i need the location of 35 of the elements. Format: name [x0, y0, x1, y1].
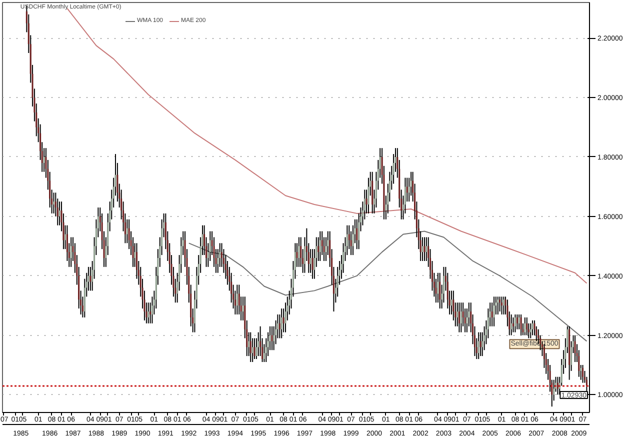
candlestick — [582, 364, 584, 384]
candlestick — [480, 332, 482, 357]
candlestick — [148, 302, 150, 324]
candlestick — [510, 314, 512, 336]
candlestick — [499, 296, 501, 312]
candlestick — [236, 284, 238, 315]
candlestick — [516, 314, 518, 330]
candlestick — [532, 320, 534, 336]
candlestick — [298, 236, 300, 268]
candlestick — [52, 192, 55, 214]
candlestick — [250, 332, 252, 362]
candlestick — [530, 322, 532, 339]
candlestick — [280, 308, 282, 339]
candlestick — [70, 236, 72, 268]
candlestick — [493, 296, 495, 327]
candlestick — [502, 296, 504, 315]
candlestick — [458, 302, 460, 333]
candlestick — [460, 302, 462, 333]
candlestick — [501, 296, 503, 315]
candlestick — [271, 326, 273, 351]
candlestick — [372, 171, 374, 214]
candlestick — [497, 296, 499, 315]
candlestick — [524, 316, 526, 336]
candlestick — [254, 338, 256, 360]
candlestick — [439, 272, 441, 310]
candlestick — [424, 236, 426, 262]
candlestick — [319, 230, 321, 262]
candlestick — [312, 248, 314, 280]
candlestick — [512, 316, 514, 333]
candlestick — [526, 316, 528, 336]
candlestick — [478, 332, 480, 360]
candlestick — [574, 334, 576, 362]
candlestick — [514, 314, 516, 333]
candlestick — [520, 314, 522, 336]
line-series — [188, 230, 588, 342]
